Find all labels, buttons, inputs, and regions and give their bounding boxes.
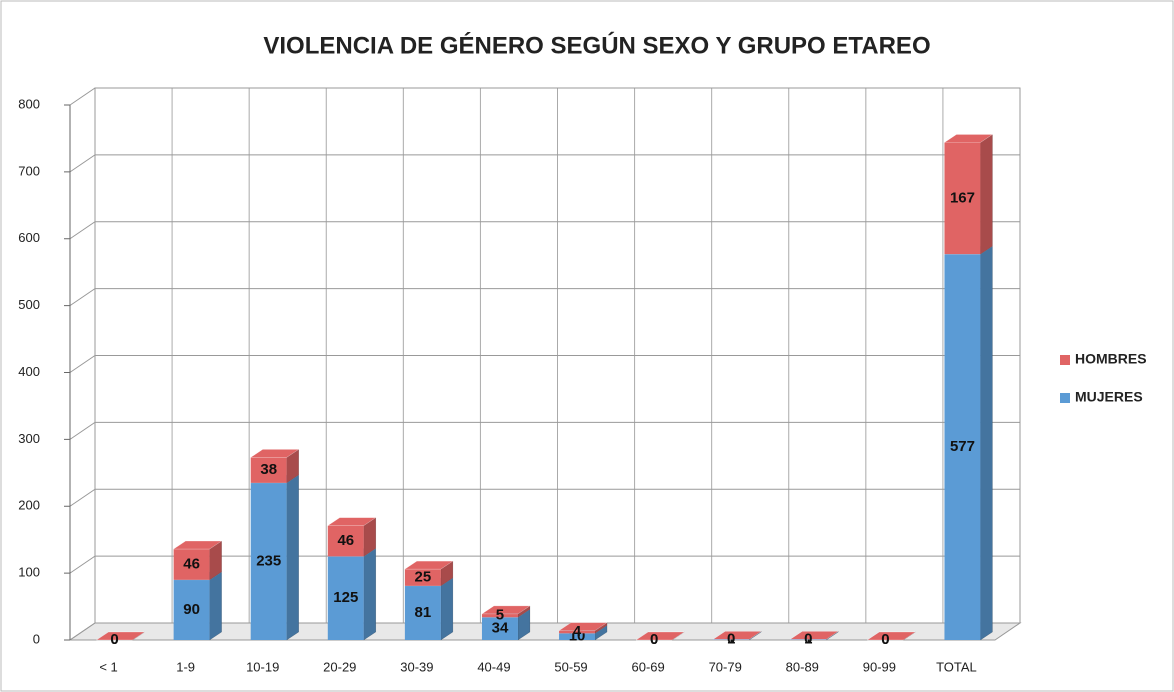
bar-side-shade	[595, 622, 608, 634]
bar-side-shade	[517, 609, 530, 640]
bar	[404, 569, 441, 586]
bar	[790, 639, 827, 640]
bar-side-shade	[363, 517, 376, 557]
bar-side-shade	[363, 548, 376, 640]
bar-top	[95, 631, 146, 641]
x-tick-label: 30-39	[400, 659, 433, 674]
legend-swatch	[1060, 355, 1070, 365]
bar-side-shade	[440, 577, 453, 640]
data-label: 25	[415, 568, 432, 585]
data-label: 34	[492, 620, 509, 637]
data-label: 235	[256, 552, 281, 569]
y-tick-label: 0	[33, 631, 40, 646]
bar	[944, 254, 981, 640]
grid-line	[69, 488, 1020, 507]
bar	[944, 142, 981, 255]
bar	[250, 482, 287, 640]
data-label: 38	[260, 461, 277, 478]
bar-top	[943, 134, 994, 143]
y-tick-label: 500	[18, 297, 40, 312]
x-tick-label: 1-9	[176, 659, 195, 674]
bar-top	[789, 631, 840, 640]
legend-label: MUJERES	[1075, 389, 1143, 405]
bar-top	[172, 540, 223, 550]
data-label: 0	[650, 631, 658, 648]
bar-top	[481, 605, 531, 615]
grid-line	[69, 87, 1020, 106]
x-tick-label: 80-89	[786, 659, 819, 674]
y-tick-label: 800	[18, 96, 40, 111]
x-tick-label: 90-99	[863, 659, 896, 674]
y-tick-label: 700	[18, 163, 40, 178]
bar	[173, 579, 210, 640]
bar-side-shade	[286, 449, 299, 483]
data-label: 90	[183, 601, 200, 618]
grid-line	[69, 288, 1020, 307]
grid-line	[69, 622, 1020, 641]
data-label: 577	[950, 438, 975, 455]
data-label: 81	[415, 604, 432, 621]
bar	[404, 585, 441, 640]
x-tick-label: 50-59	[554, 659, 587, 674]
bar-top	[866, 631, 917, 641]
bar-top	[712, 631, 763, 640]
bar	[559, 630, 596, 634]
bar-side-shade	[517, 605, 530, 618]
y-tick-label: 400	[18, 364, 40, 379]
data-label: 0	[881, 631, 889, 648]
x-tick-label: 20-29	[323, 659, 356, 674]
bar-top	[326, 517, 377, 526]
y-tick-label: 300	[18, 431, 40, 446]
data-label: 5	[496, 607, 504, 624]
x-tick-label: 10-19	[246, 659, 279, 674]
x-tick-label: 60-69	[632, 659, 665, 674]
bar-side-shade	[980, 246, 993, 640]
bar	[327, 525, 364, 557]
bar	[559, 633, 596, 640]
bar-side-shade	[209, 571, 222, 640]
grid-line	[69, 154, 1020, 173]
legend-swatch	[1060, 393, 1070, 403]
data-label: 46	[183, 555, 200, 572]
data-label: 0	[727, 630, 735, 647]
data-label: 0	[804, 630, 812, 647]
legend-label: HOMBRES	[1075, 351, 1147, 367]
grid-line	[69, 421, 1020, 440]
bar-top	[249, 449, 300, 458]
bar-side-shade	[595, 625, 608, 640]
data-label: 4	[573, 623, 582, 640]
grid-line	[69, 355, 1020, 373]
data-label: 125	[333, 589, 358, 606]
data-label: 0	[110, 631, 118, 648]
bar-top	[635, 631, 685, 641]
bar	[713, 639, 750, 640]
x-tick-label: TOTAL	[936, 659, 977, 674]
x-tick-label: 70-79	[709, 659, 742, 674]
bar-side-shade	[286, 474, 299, 640]
grid-line	[69, 221, 1020, 240]
y-tick-label: 100	[18, 565, 40, 580]
data-label: 46	[337, 532, 354, 549]
bar	[173, 549, 210, 580]
y-tick-label: 200	[18, 498, 40, 513]
chart-title: VIOLENCIA DE GÉNERO SEGÚN SEXO Y GRUPO E…	[263, 31, 930, 59]
data-label: 167	[950, 189, 975, 206]
x-tick-label: < 1	[99, 659, 117, 674]
y-tick-label: 600	[18, 230, 40, 245]
bar-top	[558, 622, 608, 631]
bar-top	[404, 560, 454, 570]
x-tick-label: 40-49	[477, 659, 510, 674]
bar	[250, 457, 287, 483]
grid-line	[69, 555, 1020, 574]
bar	[481, 613, 518, 618]
bar-side-shade	[209, 541, 222, 580]
bar	[327, 556, 364, 640]
bar-side-shade	[980, 134, 993, 255]
bar	[481, 617, 518, 640]
